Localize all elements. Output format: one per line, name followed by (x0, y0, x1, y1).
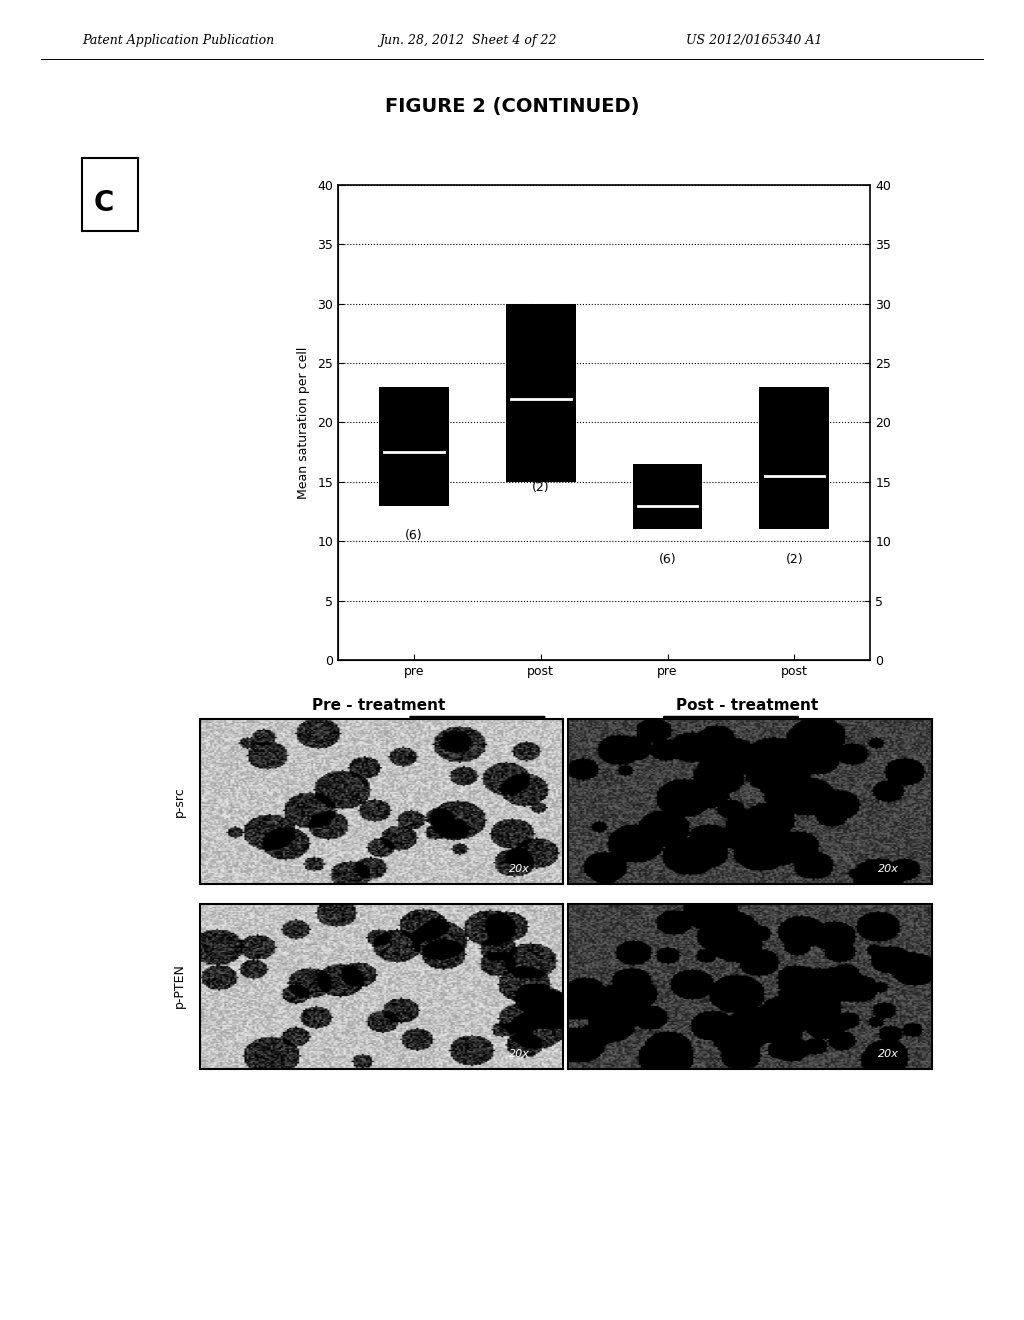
Text: Post - treatment: Post - treatment (677, 698, 818, 713)
Text: p-src: p-src (461, 726, 495, 739)
Text: p-PTEN: p-PTEN (173, 964, 185, 1008)
Text: 20x: 20x (878, 865, 899, 874)
Text: (6): (6) (406, 529, 423, 541)
Y-axis label: Mean saturation per cell: Mean saturation per cell (297, 346, 310, 499)
Text: C: C (93, 189, 114, 218)
Text: Jun. 28, 2012  Sheet 4 of 22: Jun. 28, 2012 Sheet 4 of 22 (379, 33, 556, 46)
Text: US 2012/0165340 A1: US 2012/0165340 A1 (686, 33, 822, 46)
Bar (506, 304, 575, 482)
Bar (379, 387, 449, 506)
Text: 20x: 20x (509, 865, 530, 874)
Bar (760, 387, 829, 529)
Text: (2): (2) (531, 482, 550, 494)
Text: p-PTEN: p-PTEN (707, 726, 756, 739)
Text: p-src: p-src (173, 785, 185, 817)
Text: 20x: 20x (878, 1049, 899, 1059)
Text: (2): (2) (785, 553, 803, 565)
Text: (6): (6) (658, 553, 677, 565)
Text: FIGURE 2 (CONTINUED): FIGURE 2 (CONTINUED) (385, 98, 639, 116)
Text: Patent Application Publication: Patent Application Publication (82, 33, 274, 46)
Text: 20x: 20x (509, 1049, 530, 1059)
Text: Pre - treatment: Pre - treatment (312, 698, 445, 713)
Bar (633, 463, 702, 529)
